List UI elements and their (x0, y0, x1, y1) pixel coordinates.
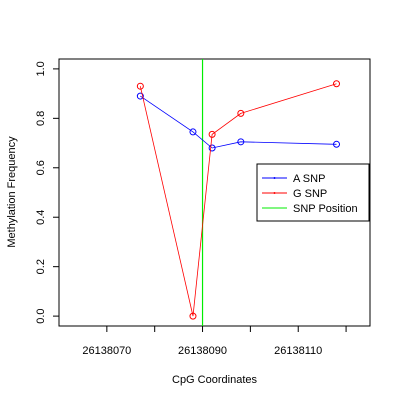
y-tick-label: 0.8 (35, 111, 47, 126)
y-tick-label: 0.2 (35, 259, 47, 274)
x-axis-label: CpG Coordinates (172, 374, 257, 386)
x-tick-label: 26138090 (178, 345, 227, 357)
y-axis: 0.0 0.2 0.4 0.6 0.8 1.0 (35, 61, 59, 324)
x-axis: 26138070 26138090 26138110 (82, 326, 347, 357)
g-snp-legend-label: G SNP (293, 188, 327, 200)
a-snp-point (237, 138, 245, 146)
a-snp-point (208, 144, 216, 152)
a-snp-point (333, 140, 341, 148)
y-tick-label: 0.6 (35, 160, 47, 175)
plot-layer (136, 59, 341, 326)
a-snp-series-line (140, 95, 337, 149)
g-snp-point (136, 82, 144, 90)
g-snp-series-line (139, 83, 337, 317)
g-snp-point (189, 312, 197, 320)
legend: A SNP G SNP SNP Position (256, 163, 370, 222)
a-snp-point (189, 128, 197, 136)
g-snp-point (208, 130, 216, 138)
a-snp-legend-label: A SNP (293, 173, 325, 185)
g-snp-point (237, 109, 245, 117)
y-axis-label: Methylation Frequency (6, 136, 18, 248)
y-tick-label: 0.4 (35, 210, 47, 225)
plot-frame (58, 58, 371, 327)
a-snp-point (136, 92, 144, 100)
y-tick-label: 1.0 (35, 61, 47, 76)
x-tick-label: 26138070 (82, 345, 131, 357)
g-snp-legend-marker (273, 192, 276, 194)
snp-position-legend-label: SNP Position (293, 203, 358, 215)
y-tick-label: 0.0 (35, 308, 47, 323)
a-snp-legend-marker (273, 177, 276, 179)
x-tick-label: 26138110 (274, 345, 322, 357)
g-snp-point (333, 80, 341, 88)
